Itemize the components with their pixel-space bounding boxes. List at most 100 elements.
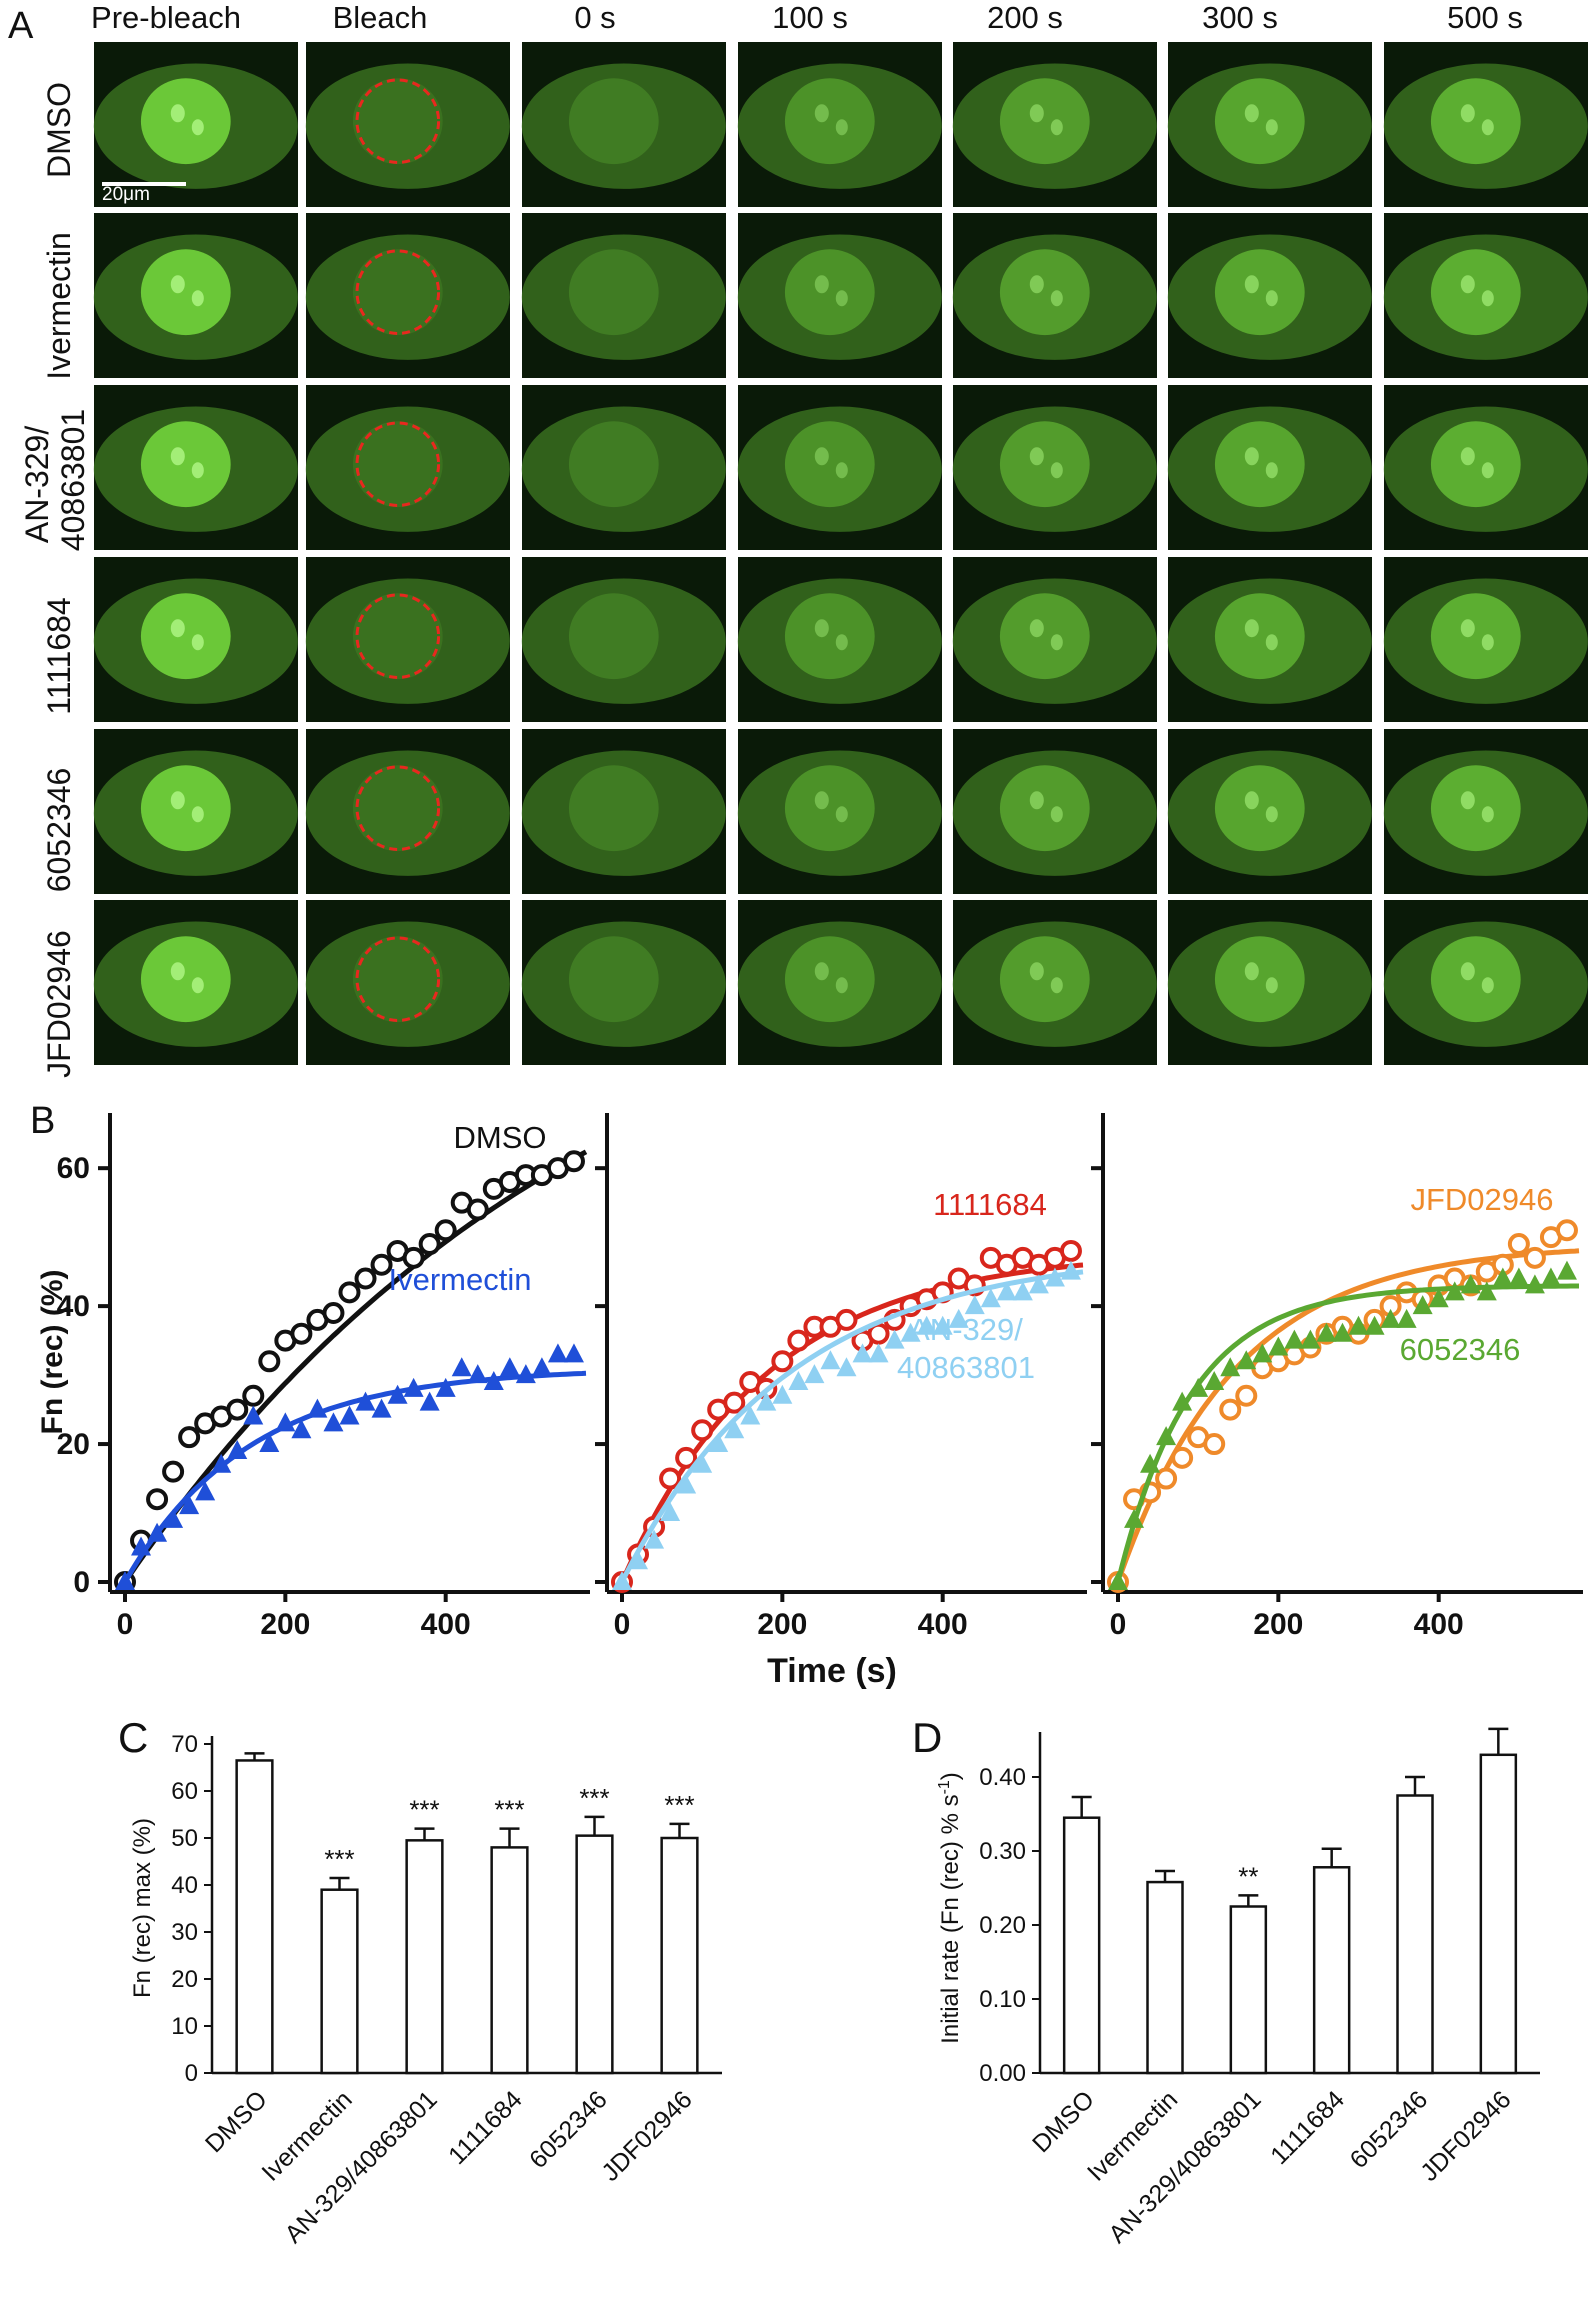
column-header: Pre-bleach <box>91 0 241 35</box>
recovery-plot: 0 20 40 60 0 200 400 DMSO Ivermectin <box>57 1113 590 1641</box>
significance-marker: *** <box>664 1790 694 1820</box>
max-recovery-bar-chart: 010203040506070DMSO***Ivermectin***AN-32… <box>129 1731 722 2249</box>
data-point <box>195 1481 216 1501</box>
data-point <box>115 1571 135 1590</box>
data-point <box>1316 1322 1337 1342</box>
data-point <box>1028 1274 1049 1294</box>
data-point <box>884 1329 905 1349</box>
data-point <box>835 1308 858 1331</box>
micrograph-cell <box>521 42 726 207</box>
data-point <box>1555 1219 1578 1242</box>
row-label: 1111684 <box>41 597 77 714</box>
data-point <box>515 1364 536 1384</box>
data-point <box>724 1419 745 1439</box>
data-point <box>1524 1274 1545 1294</box>
column-header: 100 s <box>772 0 848 35</box>
y-tick-label: 70 <box>171 1731 198 1758</box>
micrograph-cell <box>737 213 942 378</box>
data-point <box>387 1384 408 1404</box>
data-point <box>660 1502 681 1522</box>
row-label: DMSO <box>41 82 77 178</box>
micrograph-cell <box>93 900 298 1065</box>
category-label: JDF02946 <box>1415 2085 1516 2186</box>
x-tick-label: 400 <box>421 1608 471 1641</box>
data-point <box>1188 1377 1209 1397</box>
data-point <box>1124 1508 1145 1528</box>
x-axis-title: Time (s) <box>767 1652 897 1690</box>
micrograph-cell <box>1383 213 1588 378</box>
data-point <box>1284 1329 1305 1349</box>
micrograph-cell <box>952 42 1157 207</box>
data-point <box>1204 1370 1225 1390</box>
micrograph-cell <box>93 213 298 378</box>
data-point <box>243 1405 264 1425</box>
micrograph-cell <box>1383 42 1588 207</box>
data-point <box>290 1322 313 1345</box>
series-label: JFD02946 <box>1410 1182 1553 1217</box>
data-point <box>1300 1329 1321 1349</box>
micrograph-cell <box>1167 42 1372 207</box>
data-point <box>1523 1246 1546 1269</box>
data-point <box>163 1508 184 1528</box>
panel-label-a: A <box>8 5 34 47</box>
category-label: AN-329/40863801 <box>279 2085 442 2248</box>
micrograph-cell <box>305 900 510 1065</box>
data-point <box>1444 1281 1465 1301</box>
category-label: JDF02946 <box>596 2085 697 2186</box>
column-header: 500 s <box>1447 0 1523 35</box>
data-point <box>1252 1343 1273 1363</box>
bar <box>1479 1753 1518 2075</box>
data-point <box>178 1426 201 1449</box>
data-point <box>1332 1322 1353 1342</box>
y-tick-label: 0 <box>185 2060 198 2087</box>
data-point <box>531 1357 552 1377</box>
bar <box>660 1836 699 2075</box>
data-point <box>708 1433 729 1453</box>
data-point <box>1012 1281 1033 1301</box>
micrograph-cell <box>521 385 726 550</box>
data-point <box>147 1522 168 1542</box>
data-point <box>1348 1315 1369 1335</box>
y-tick-label: 10 <box>171 2013 198 2040</box>
data-point <box>836 1357 857 1377</box>
data-point <box>1268 1336 1289 1356</box>
y-tick-label: 0 <box>73 1566 90 1599</box>
data-point <box>227 1439 248 1459</box>
bar <box>1146 1880 1184 2075</box>
column-header: Bleach <box>333 0 428 35</box>
series-label: 6052346 <box>1400 1332 1521 1367</box>
data-point <box>676 1474 697 1494</box>
microscopy-grid: Pre-bleach Bleach 0 s 100 s 200 s 300 s … <box>19 0 1588 1078</box>
micrograph-cell <box>305 385 510 550</box>
x-tick-label: 200 <box>1253 1608 1303 1641</box>
micrograph-cell <box>305 729 510 894</box>
micrograph-cells <box>93 42 1588 1065</box>
bleach-roi <box>355 421 441 507</box>
recovery-plot: 0 200 400 JFD02946 6052346 <box>1091 1113 1583 1641</box>
data-point <box>451 1357 472 1377</box>
data-point <box>772 1384 793 1404</box>
bleach-roi <box>355 593 441 679</box>
x-tick-label: 200 <box>260 1608 310 1641</box>
data-point <box>179 1495 200 1515</box>
series-label: AN-329/40863801 <box>897 1312 1035 1385</box>
data-point <box>1235 1384 1258 1407</box>
category-label: AN-329/40863801 <box>1103 2085 1266 2248</box>
significance-marker: *** <box>409 1795 439 1825</box>
micrograph-cell <box>93 385 298 550</box>
data-point <box>612 1571 632 1590</box>
scale-bar: 20μm <box>102 182 186 205</box>
data-point <box>370 1253 393 1276</box>
micrograph-cell <box>1167 385 1372 550</box>
data-point <box>563 1343 584 1363</box>
recovery-plot: 0 200 400 1111684 AN-329/40863801 <box>595 1113 1087 1641</box>
significance-marker: ** <box>1238 1861 1258 1891</box>
fit-line <box>122 1370 587 1584</box>
bar <box>1229 1905 1268 2075</box>
data-point <box>1460 1274 1481 1294</box>
data-point <box>419 1391 440 1411</box>
y-tick-label: 0.40 <box>979 1764 1026 1791</box>
micrograph-cell <box>305 42 510 207</box>
data-point <box>1172 1391 1193 1411</box>
